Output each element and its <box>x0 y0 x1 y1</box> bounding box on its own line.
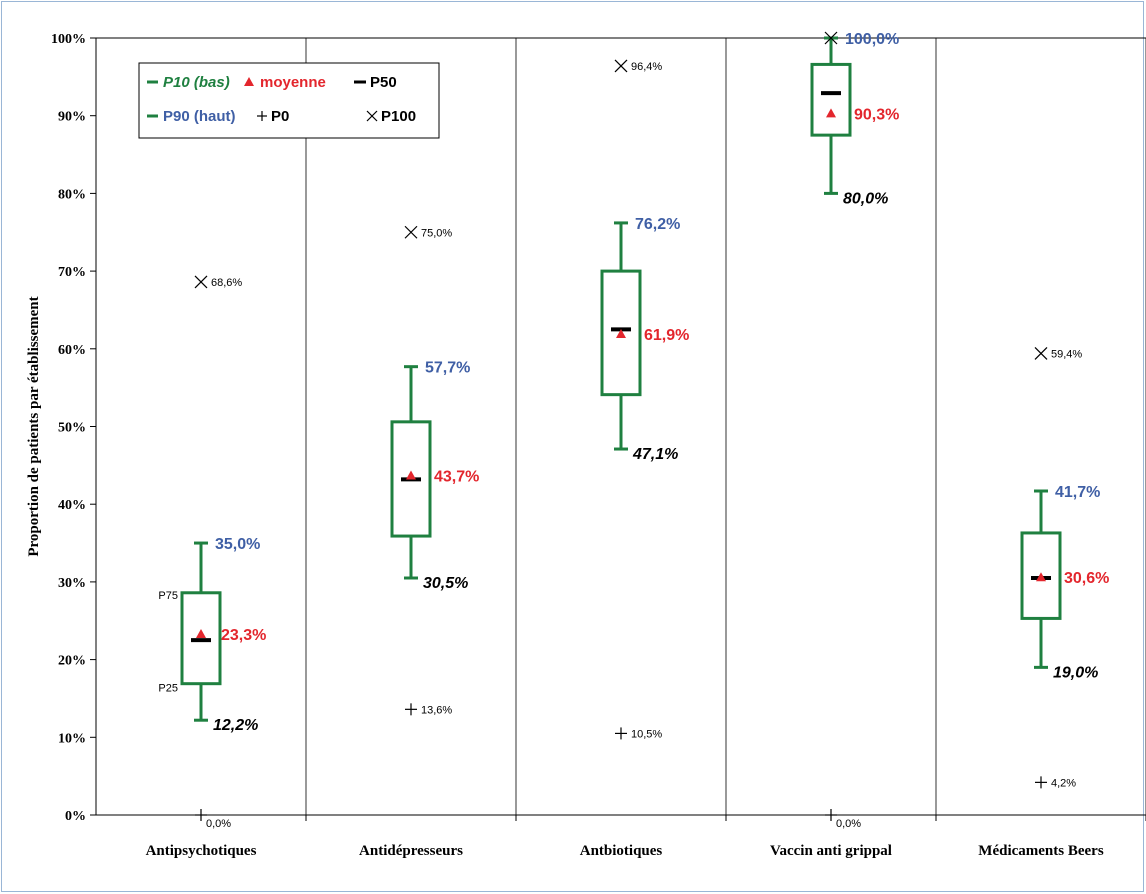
p10-label: 80,0% <box>843 190 888 207</box>
x-tick-label: Antipsychotiques <box>146 843 257 859</box>
p100-marker-b <box>404 225 418 239</box>
legend-p90-label: P90 (haut) <box>163 108 236 125</box>
y-tick-label: 80% <box>58 187 86 202</box>
mean-marker <box>196 628 206 638</box>
y-tick-label: 90% <box>58 110 86 125</box>
p100-marker-b <box>824 31 838 45</box>
p0-label: 4,2% <box>1051 777 1076 789</box>
mean-marker <box>826 108 836 118</box>
y-tick-label: 30% <box>58 576 86 591</box>
p100-label: 75,0% <box>421 227 452 239</box>
legend-mean-swatch <box>244 77 254 86</box>
p100-marker-b <box>614 59 628 73</box>
y-tick-label: 100% <box>51 32 86 47</box>
p0-label: 10,5% <box>631 728 662 740</box>
p0-label: 0,0% <box>836 818 861 830</box>
p25-annotation: P25 <box>158 683 178 695</box>
mean-label: 23,3% <box>221 627 266 644</box>
p90-label: 41,7% <box>1055 484 1100 501</box>
legend-box <box>138 62 440 139</box>
p100-label: 59,4% <box>1051 348 1082 360</box>
x-tick-label: Vaccin anti grippal <box>770 843 892 859</box>
p0-label: 0,0% <box>206 818 231 830</box>
p10-label: 47,1% <box>632 446 678 463</box>
p100-marker-b <box>194 275 208 289</box>
p0-label: 13,6% <box>421 704 452 716</box>
p100-label: 68,6% <box>211 277 242 289</box>
mean-marker <box>406 470 416 480</box>
p10-label: 19,0% <box>1053 664 1098 681</box>
p90-label: 100,0% <box>845 31 899 48</box>
legend-p10-label: P10 (bas) <box>163 74 230 91</box>
legend-p100-swatch-b <box>366 110 378 122</box>
y-tick-label: 10% <box>58 731 86 746</box>
y-tick-label: 70% <box>58 265 86 280</box>
legend-mean-label: moyenne <box>260 74 326 91</box>
p75-annotation: P75 <box>158 590 178 602</box>
p90-label: 57,7% <box>425 360 470 377</box>
mean-marker <box>616 329 626 339</box>
x-tick-label: Médicaments Beers <box>978 843 1104 859</box>
p100-marker-b <box>1034 347 1048 360</box>
mean-marker <box>1036 572 1046 582</box>
p10-label: 12,2% <box>213 717 258 734</box>
legend-p50-label: P50 <box>370 74 397 91</box>
mean-label: 43,7% <box>434 468 479 485</box>
y-axis-title: Proportion de patients par établissement <box>26 296 42 556</box>
mean-label: 90,3% <box>854 106 899 123</box>
mean-label: 61,9% <box>644 327 689 344</box>
y-tick-label: 0% <box>65 809 86 824</box>
p90-label: 76,2% <box>635 216 680 233</box>
x-tick-label: Antbiotiques <box>580 843 663 859</box>
p90-label: 35,0% <box>215 536 260 553</box>
legend-p0-label: P0 <box>271 108 289 125</box>
x-tick-label: Antidépresseurs <box>359 843 463 859</box>
y-tick-label: 50% <box>58 421 86 436</box>
y-tick-label: 40% <box>58 498 86 513</box>
legend-p100-label: P100 <box>381 108 416 125</box>
mean-label: 30,6% <box>1064 570 1109 587</box>
iqr-box <box>810 62 852 137</box>
p10-label: 30,5% <box>423 575 468 592</box>
p100-label: 96,4% <box>631 61 662 73</box>
y-tick-label: 20% <box>58 654 86 669</box>
y-tick-label: 60% <box>58 343 86 358</box>
